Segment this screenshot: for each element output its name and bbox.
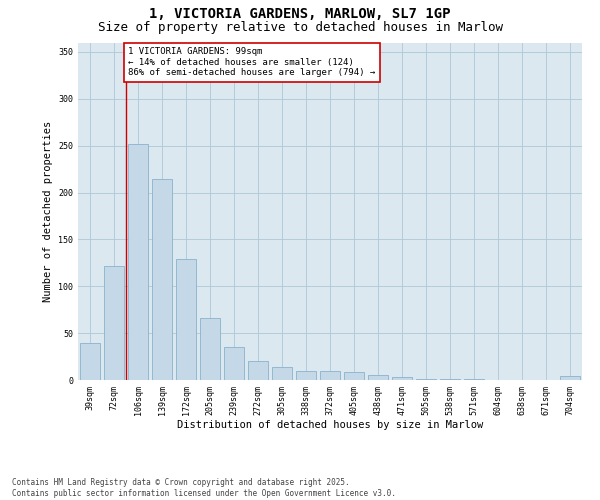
Bar <box>416 379 436 380</box>
Bar <box>320 370 340 380</box>
Bar <box>200 318 220 380</box>
Text: 1 VICTORIA GARDENS: 99sqm
← 14% of detached houses are smaller (124)
86% of semi: 1 VICTORIA GARDENS: 99sqm ← 14% of detac… <box>128 47 376 77</box>
Text: 1, VICTORIA GARDENS, MARLOW, SL7 1GP: 1, VICTORIA GARDENS, MARLOW, SL7 1GP <box>149 8 451 22</box>
Bar <box>176 259 196 380</box>
Bar <box>344 372 364 380</box>
Bar <box>560 376 580 380</box>
Text: Contains HM Land Registry data © Crown copyright and database right 2025.
Contai: Contains HM Land Registry data © Crown c… <box>12 478 396 498</box>
X-axis label: Distribution of detached houses by size in Marlow: Distribution of detached houses by size … <box>177 420 483 430</box>
Y-axis label: Number of detached properties: Number of detached properties <box>43 120 53 302</box>
Bar <box>224 347 244 380</box>
Text: Size of property relative to detached houses in Marlow: Size of property relative to detached ho… <box>97 21 503 34</box>
Bar <box>80 344 100 380</box>
Bar <box>104 266 124 380</box>
Bar <box>152 180 172 380</box>
Bar <box>128 144 148 380</box>
Bar <box>392 377 412 380</box>
Bar <box>296 370 316 380</box>
Bar <box>248 361 268 380</box>
Bar <box>440 379 460 380</box>
Bar <box>464 379 484 380</box>
Bar <box>368 376 388 380</box>
Bar <box>272 367 292 380</box>
